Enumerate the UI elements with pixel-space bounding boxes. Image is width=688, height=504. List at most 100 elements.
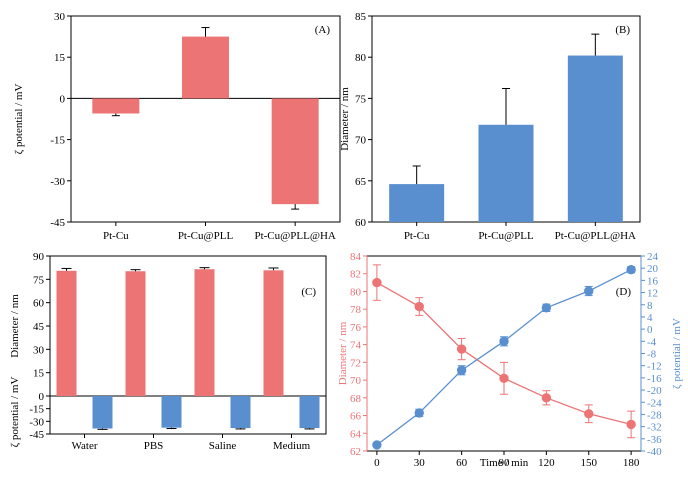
panel-a-ytick-label: 0: [60, 93, 66, 105]
panel-b-ytick-label: 80: [355, 52, 367, 64]
panel-c-diameter-bar: [194, 269, 215, 396]
panel-c-top-ytick-label: 60: [33, 298, 45, 310]
panel-d-zeta-point: [372, 440, 382, 450]
panel-d-left-ytick-label: 66: [350, 411, 362, 423]
panel-d-right-ytick-label: -36: [647, 434, 662, 446]
panel-d-right-ytick-label: -40: [647, 446, 662, 458]
panel-d-diameter-point: [414, 301, 424, 312]
panel-a-ytick-label: 30: [54, 11, 66, 23]
panel-c-bottom-ytick-label: 0: [39, 391, 45, 403]
panel-d-left-ytick-label: 82: [350, 269, 361, 281]
panel-c-top-ytick-label: 30: [33, 344, 45, 356]
panel-b-ylabel: Diameter / nm: [339, 87, 351, 151]
panel-d-diameter-point: [372, 277, 382, 288]
panel-c-xtick-label: Medium: [273, 440, 311, 452]
panel-a-ytick-label: -30: [50, 176, 65, 188]
panel-a-zeta-potential: -45 -30 -15 0 15 30 Pt-Cu Pt-Cu@PLL Pt-Cu@PLL@HA…: [13, 11, 341, 242]
panel-d-xtick-label: 180: [623, 457, 640, 469]
panel-d-left-ytick-label: 68: [350, 393, 362, 405]
panel-c-xtick-label: PBS: [144, 440, 164, 452]
panel-b-bar: [567, 55, 623, 222]
panel-d-left-ytick-label: 78: [350, 304, 362, 316]
panel-d-xtick-label: 90: [499, 457, 511, 469]
panel-b-diameter: 60 65 70 75 80 85 Pt-Cu Pt-Cu@PLL Pt-Cu@PLL@HA Di…: [339, 11, 641, 242]
panel-c-diameter-bar: [263, 270, 284, 396]
panel-d-zeta-point: [414, 408, 424, 418]
panel-d-xtick-label: 0: [374, 457, 380, 469]
panel-d-right-ytick-label: 8: [647, 300, 653, 312]
panel-d-diameter-line: [376, 282, 632, 426]
panel-d-left-ytick-label: 80: [350, 286, 362, 298]
panel-b-ytick-label: 65: [355, 176, 367, 188]
panel-c-stability: 15 30 45 60 75 90 -45-30-150 Water PBS Saline Medi…: [9, 251, 327, 452]
panel-c-bottom-ylabel: ζ potential / mV: [9, 377, 21, 448]
panel-d-right-ytick-label: -32: [647, 422, 662, 434]
panel-d-diameter-point: [499, 373, 509, 384]
panel-c-top-ytick-label: 90: [33, 251, 45, 263]
panel-d-label: (D): [616, 286, 632, 298]
panel-d-right-ytick-label: 16: [647, 275, 659, 287]
panel-d-left-ytick-label: 62: [350, 446, 361, 458]
panel-c-top-ytick-label: 75: [33, 274, 45, 286]
panel-d-right-ytick-label: -28: [647, 409, 662, 421]
panel-d-right-ytick-label: 24: [647, 251, 659, 263]
panel-a-bar: [92, 98, 140, 114]
panel-c-label: (C): [301, 286, 316, 298]
panel-a-xtick-label: Pt-Cu: [103, 230, 129, 242]
panel-a-bar: [271, 98, 319, 205]
panel-d-zeta-point: [626, 265, 636, 275]
panel-b-ytick-label: 85: [355, 11, 367, 23]
panel-d-right-ytick-label: -16: [647, 373, 662, 385]
panel-d-left-ytick-label: 64: [350, 428, 362, 440]
panel-d-left-ylabel: Diameter / nm: [337, 321, 349, 385]
panel-c-zeta-bar: [161, 396, 182, 428]
panel-d-time-course: 626466687072747678808284-40-36-32-28-24-…: [337, 251, 683, 469]
panel-d-zeta-point: [584, 286, 594, 296]
panel-d-right-ytick-label: 0: [647, 324, 653, 336]
panel-b-xtick-label: Pt-Cu: [404, 230, 430, 242]
panel-d-xtick-label: 120: [538, 457, 555, 469]
panel-d-left-ytick-label: 84: [350, 251, 362, 263]
panel-a-xtick-label: Pt-Cu@PLL@HA: [254, 230, 335, 242]
panel-b-ytick-label: 75: [355, 93, 367, 105]
panel-d-zeta-point: [499, 336, 509, 347]
panel-d-diameter-point: [584, 409, 594, 419]
panel-d-diameter-point: [541, 393, 552, 403]
panel-a-bar: [182, 36, 229, 99]
panel-b-ytick-label: 70: [355, 135, 367, 147]
panel-d-right-ytick-label: -8: [647, 349, 657, 361]
panel-b-bar: [478, 124, 534, 222]
panel-a-xtick-label: Pt-Cu@PLL: [178, 230, 234, 242]
panel-a-ytick-label: -15: [50, 135, 65, 147]
panel-a-label: (A): [315, 24, 331, 36]
panel-d-right-ytick-label: 12: [647, 288, 658, 300]
panel-d-zeta-point: [541, 303, 552, 313]
panel-d-left-ytick-label: 72: [350, 357, 361, 369]
panel-c-diameter-bar: [125, 271, 146, 396]
panel-d-right-ylabel: ζ potential / mV: [671, 318, 683, 389]
panel-c-zeta-bar: [299, 396, 320, 429]
panel-c-bottom-ytick-label: -30: [29, 416, 44, 428]
panel-d-left-ytick-label: 70: [350, 375, 362, 387]
panel-d-right-ytick-label: -20: [647, 385, 662, 397]
panel-d-xtick-label: 150: [580, 457, 597, 469]
panel-d-zeta-line: [376, 269, 632, 446]
panel-d-left-ytick-label: 74: [350, 340, 362, 352]
panel-d-zeta-point: [456, 365, 467, 375]
panel-b-label: (B): [615, 24, 630, 36]
panel-c-zeta-bar: [230, 396, 251, 429]
panel-b-xtick-label: Pt-Cu@PLL@HA: [555, 230, 636, 242]
panel-a-ytick-label: -45: [50, 217, 65, 229]
panel-d-xtick-label: 30: [414, 457, 426, 469]
panel-c-diameter-bar: [56, 270, 77, 396]
panel-d-right-ytick-label: -24: [647, 397, 662, 409]
panel-c-xtick-label: Saline: [209, 440, 237, 452]
panel-d-left-ytick-label: 76: [350, 322, 362, 334]
panel-c-frame: [49, 255, 327, 435]
panel-c-bottom-ytick-label: -15: [29, 404, 44, 416]
panel-d-xtick-label: 60: [456, 457, 468, 469]
panel-a-ytick-label: 15: [54, 52, 66, 64]
panel-c-top-ytick-label: 15: [33, 368, 45, 380]
panel-a-ylabel: ζ potential / mV: [13, 84, 25, 155]
